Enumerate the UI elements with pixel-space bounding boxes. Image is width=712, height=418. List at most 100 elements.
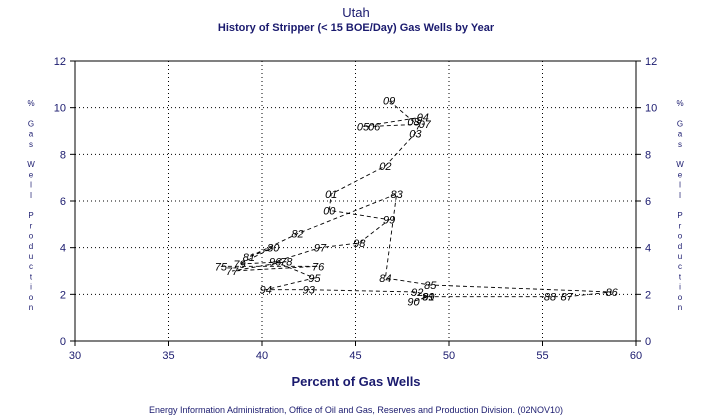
- point-label-94: 94: [260, 285, 272, 297]
- y-tick-label-right: 0: [645, 336, 651, 348]
- y-axis-label-right-char: l: [679, 181, 681, 190]
- y-axis-label-right-char: o: [678, 293, 683, 302]
- point-label-91: 91: [422, 292, 434, 304]
- x-tick-label: 35: [162, 350, 174, 362]
- y-axis-label-right-char: P: [677, 211, 682, 220]
- y-axis-label-left-char: d: [29, 242, 33, 251]
- y-axis-label-left-char: W: [27, 160, 35, 169]
- y-tick-label-left: 12: [54, 56, 66, 68]
- point-label-90: 90: [407, 296, 420, 308]
- point-label-92: 92: [411, 287, 423, 299]
- y-axis-label-left-char: o: [29, 293, 34, 302]
- y-axis-label-left-char: i: [30, 283, 32, 292]
- x-tick-label: 55: [536, 350, 548, 362]
- point-label-89: 89: [422, 292, 434, 304]
- y-tick-label-right: 8: [645, 149, 651, 161]
- y-tick-label-right: 10: [645, 103, 657, 115]
- y-tick-label-right: 6: [645, 196, 651, 208]
- point-label-04: 04: [417, 112, 429, 124]
- point-label-85: 85: [424, 280, 437, 292]
- point-label-88: 88: [544, 292, 557, 304]
- point-label-75: 75: [215, 261, 228, 273]
- chart-title: Utah: [342, 5, 369, 20]
- y-axis-label-right-char: e: [678, 170, 683, 179]
- y-axis-label-right-char: s: [678, 140, 682, 149]
- y-axis-label-left-char: %: [27, 99, 34, 108]
- point-label-80: 80: [267, 243, 280, 255]
- point-label-03: 03: [409, 128, 422, 140]
- series-line: [220, 100, 612, 302]
- x-tick-label: 50: [443, 350, 455, 362]
- y-axis-label-right-char: W: [676, 160, 684, 169]
- point-label-82: 82: [291, 229, 303, 241]
- y-axis-label-right-char: o: [678, 232, 683, 241]
- y-tick-label-left: 6: [60, 196, 66, 208]
- y-axis-label-right-char: i: [679, 283, 681, 292]
- x-tick-label: 30: [69, 350, 81, 362]
- y-axis-label-right-char: %: [676, 99, 683, 108]
- x-tick-label: 45: [349, 350, 361, 362]
- y-axis-label-left-char: G: [28, 119, 34, 128]
- y-axis-label-right-char: c: [678, 262, 682, 271]
- y-axis-label-left-char: u: [29, 252, 33, 261]
- chart-subtitle: History of Stripper (< 15 BOE/Day) Gas W…: [218, 22, 495, 34]
- y-tick-label-left: 8: [60, 149, 66, 161]
- y-tick-label-right: 12: [645, 56, 657, 68]
- point-label-78: 78: [280, 257, 293, 269]
- point-label-93: 93: [303, 285, 316, 297]
- y-axis-label-left-char: a: [29, 130, 34, 139]
- point-label-86: 86: [606, 287, 619, 299]
- x-tick-label: 40: [256, 350, 268, 362]
- y-axis-label-left-char: n: [29, 303, 33, 312]
- y-axis-label-left-char: l: [30, 181, 32, 190]
- y-axis-label-left-char: e: [29, 170, 34, 179]
- y-tick-label-left: 0: [60, 336, 66, 348]
- point-label-76: 76: [312, 261, 325, 273]
- point-label-09: 09: [383, 96, 395, 108]
- y-axis-label-left-char: P: [28, 211, 33, 220]
- point-label-77: 77: [226, 266, 239, 278]
- point-label-95: 95: [308, 273, 321, 285]
- point-label-83: 83: [391, 189, 404, 201]
- point-label-07: 07: [419, 119, 432, 131]
- point-label-05: 05: [357, 121, 370, 133]
- y-axis-label-right-char: r: [679, 221, 682, 230]
- y-axis-label-right-char: u: [678, 252, 682, 261]
- y-axis-label-left-char: l: [30, 191, 32, 200]
- point-label-97: 97: [314, 243, 327, 255]
- y-axis-label-left-char: c: [29, 262, 33, 271]
- y-axis-label-right-char: G: [677, 119, 683, 128]
- point-label-06: 06: [368, 121, 381, 133]
- point-label-96: 96: [269, 257, 282, 269]
- y-axis-label-right-char: a: [678, 130, 683, 139]
- point-label-87: 87: [561, 292, 574, 304]
- x-axis-label: Percent of Gas Wells: [291, 374, 420, 389]
- point-label-08: 08: [407, 117, 420, 129]
- point-label-01: 01: [325, 189, 337, 201]
- x-tick-label: 60: [630, 350, 642, 362]
- point-label-81: 81: [243, 252, 255, 264]
- y-axis-label-right-char: d: [678, 242, 682, 251]
- footnote: Energy Information Administration, Offic…: [149, 405, 563, 415]
- y-axis-label-left-char: o: [29, 232, 34, 241]
- y-tick-label-left: 10: [54, 103, 66, 115]
- y-axis-label-left-char: r: [30, 221, 33, 230]
- point-label-79: 79: [233, 259, 245, 271]
- y-axis-label-left-char: t: [30, 272, 33, 281]
- y-tick-label-right: 4: [645, 243, 651, 255]
- y-axis-label-right-char: n: [678, 303, 682, 312]
- point-label-02: 02: [379, 161, 391, 173]
- point-label-84: 84: [379, 273, 391, 285]
- y-axis-label-right-char: l: [679, 191, 681, 200]
- y-tick-label-right: 2: [645, 289, 651, 301]
- y-axis-label-right-char: t: [679, 272, 682, 281]
- point-label-98: 98: [353, 238, 366, 250]
- y-axis-label-left-char: s: [29, 140, 33, 149]
- series-path: [220, 100, 612, 302]
- point-label-99: 99: [383, 215, 395, 227]
